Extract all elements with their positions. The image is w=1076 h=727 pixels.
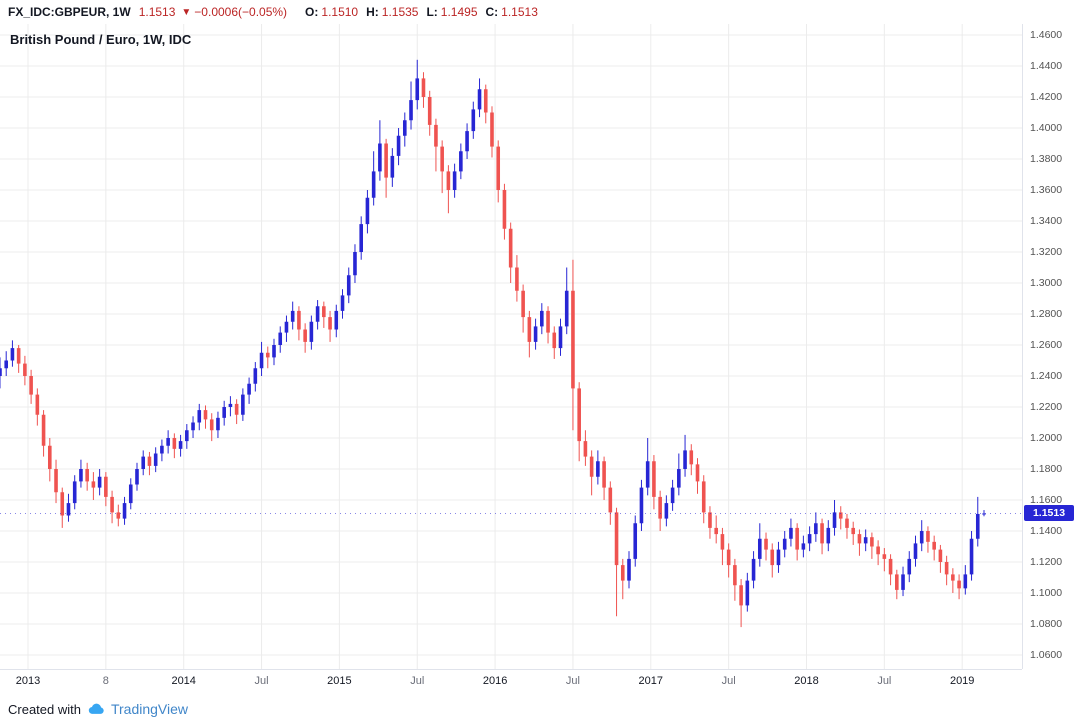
price-axis-label: 1.2800 xyxy=(1030,307,1063,320)
price-axis-label: 1.3800 xyxy=(1030,152,1063,165)
price-change-pct: (−0.05%) xyxy=(238,5,288,19)
ohlc-values: O: 1.1510 H: 1.1535 L: 1.1495 C: 1.1513 xyxy=(297,5,538,19)
time-axis[interactable]: 2013 8 2014 Jul 2015 Jul 2016 Jul 2017 Jul 2018 Jul… xyxy=(0,669,1022,691)
ohlc-label: C: xyxy=(485,5,499,19)
down-arrow-icon: ▼ xyxy=(181,6,192,18)
price-axis-label: 1.1600 xyxy=(1030,493,1063,506)
price-axis-label: 1.3000 xyxy=(1030,276,1063,289)
grid-lines xyxy=(0,24,1022,669)
ohlc-header-bar: FX_IDC:GBPEUR, 1W 1.1513 ▼ −0.0006 (−0.0… xyxy=(0,0,1076,24)
ohlc-value: 1.1510 xyxy=(321,5,359,19)
time-axis-label: 2013 xyxy=(15,675,41,687)
ohlc-value: 1.1535 xyxy=(381,5,419,19)
price-axis-label: 1.1200 xyxy=(1030,555,1063,568)
price-axis-label: 1.4000 xyxy=(1030,121,1063,134)
price-axis-label: 1.3400 xyxy=(1030,214,1063,227)
chart-legend[interactable]: British Pound / Euro, 1W, IDC xyxy=(10,32,192,47)
price-axis-label: 1.2200 xyxy=(1030,400,1063,413)
price-axis-label: 1.3200 xyxy=(1030,245,1063,258)
ohlc-value: 1.1513 xyxy=(501,5,538,19)
created-with-text: Created with xyxy=(8,701,81,717)
time-axis-label: Jul xyxy=(565,675,580,687)
ohlc-label: O: xyxy=(305,5,319,19)
price-axis-label: 1.1000 xyxy=(1030,586,1063,599)
time-axis-label: 2016 xyxy=(482,675,508,687)
price-axis[interactable]: 1.1513 1.4600 1.4400 1.4200 1.4000 1.3800 1.3… xyxy=(1023,24,1076,669)
time-axis-label: 2015 xyxy=(327,675,352,687)
last-price: 1.1513 xyxy=(138,5,176,19)
price-axis-label: 1.1400 xyxy=(1030,524,1063,537)
candlestick-chart[interactable] xyxy=(0,24,1022,669)
price-axis-label: 1.0800 xyxy=(1030,617,1063,630)
tradingview-brand-text[interactable]: TradingView xyxy=(110,701,189,717)
time-axis-label: 2014 xyxy=(171,675,196,687)
time-axis-label: 2017 xyxy=(638,675,664,687)
price-axis-label: 1.2400 xyxy=(1030,369,1063,382)
ohlc-label: H: xyxy=(366,5,379,19)
candles-layer xyxy=(0,59,986,628)
price-change: −0.0006 xyxy=(194,5,239,19)
price-axis-label: 1.4400 xyxy=(1030,59,1063,72)
symbol-interval-label[interactable]: FX_IDC:GBPEUR, 1W xyxy=(8,5,131,19)
price-axis-label: 1.3600 xyxy=(1030,183,1063,196)
time-axis-label: 8 xyxy=(102,675,109,687)
price-axis-label: 1.0600 xyxy=(1030,648,1063,661)
price-axis-label: 1.4600 xyxy=(1030,28,1063,41)
price-axis-label: 1.1800 xyxy=(1030,462,1063,475)
ohlc-value: 1.1495 xyxy=(440,5,478,19)
time-axis-label: Jul xyxy=(877,675,892,687)
time-axis-label: 2018 xyxy=(794,675,819,687)
tradingview-logo-icon[interactable] xyxy=(87,700,105,718)
time-axis-label: Jul xyxy=(721,675,736,687)
price-axis-label: 1.2000 xyxy=(1030,431,1063,444)
time-axis-label: Jul xyxy=(254,675,269,687)
time-axis-label: Jul xyxy=(410,675,425,687)
time-axis-label: 2019 xyxy=(949,675,975,687)
price-axis-label: 1.2600 xyxy=(1030,338,1063,351)
attribution-footer: Created with TradingView xyxy=(0,691,1076,727)
price-axis-label: 1.4200 xyxy=(1030,90,1063,103)
chart-plot-area[interactable]: British Pound / Euro, 1W, IDC xyxy=(0,24,1023,669)
current-price-badge: 1.1513 xyxy=(1024,505,1074,522)
ohlc-label: L: xyxy=(426,5,438,19)
